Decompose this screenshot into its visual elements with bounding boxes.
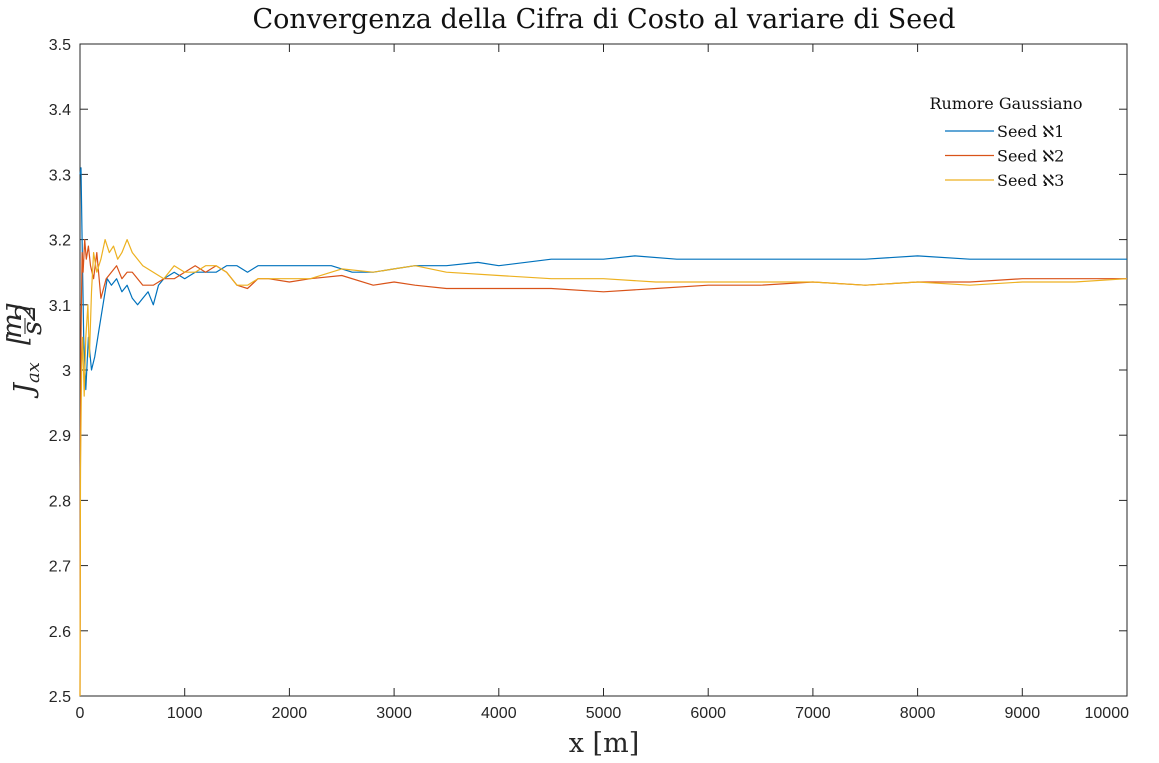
chart-title: Convergenza della Cifra di Costo al vari… [252, 4, 955, 35]
y-tick-label: 2.6 [49, 624, 71, 641]
y-tick-label: 2.8 [49, 493, 71, 510]
y-tick-label: 3.3 [49, 167, 71, 184]
y-tick-label: 2.7 [49, 559, 71, 576]
x-tick-label: 2000 [272, 705, 308, 722]
x-tick-label: 9000 [1005, 705, 1041, 722]
svg-text:]: ] [3, 303, 34, 315]
x-tick-label: 3000 [376, 705, 412, 722]
x-tick-label: 10000 [1085, 705, 1130, 722]
y-axis-label: Jax [ m s 2 ] [0, 303, 48, 399]
y-tick-label: 3 [62, 363, 71, 380]
legend-title: Rumore Gaussiano [930, 94, 1083, 113]
y-tick-label: 3.2 [49, 233, 71, 250]
x-tick-label: 6000 [690, 705, 726, 722]
x-tick-label: 1000 [167, 705, 203, 722]
x-tick-label: 5000 [586, 705, 622, 722]
legend-label-3: Seed ℵ3 [997, 171, 1064, 190]
series-line-3 [79, 239, 1128, 697]
x-tick-label: 0 [76, 705, 85, 722]
x-tick-label: 8000 [900, 705, 936, 722]
y-axis-subscript: ax [23, 362, 44, 383]
y-tick-label: 2.9 [49, 428, 71, 445]
svg-text:[: [ [3, 334, 34, 345]
y-axis-ticks: 2.5 2.6 2.7 2.8 2.9 3 3.1 3.2 3.3 3.4 3.5 [49, 37, 1127, 706]
y-tick-label: 2.5 [49, 689, 71, 706]
x-tick-label: 4000 [481, 705, 517, 722]
y-tick-label: 3.4 [49, 102, 71, 119]
y-axis-unit-num: m [0, 313, 28, 339]
legend: Rumore Gaussiano Seed ℵ1 Seed ℵ2 Seed ℵ3 [930, 94, 1083, 190]
plot-area [79, 43, 1128, 697]
y-tick-label: 3.5 [49, 37, 71, 54]
y-axis-symbol: J [9, 381, 40, 399]
y-axis-unit-exp: 2 [11, 304, 42, 322]
legend-label-1: Seed ℵ1 [997, 122, 1064, 141]
x-axis-ticks: 0 1000 2000 3000 4000 5000 6000 7000 8000 9000 100… [76, 44, 1130, 722]
y-axis-unit-den: s [17, 321, 48, 335]
x-tick-label: 7000 [795, 705, 831, 722]
svg-text:Jax: Jax [9, 362, 44, 399]
x-axis-label: x [m] [569, 728, 639, 759]
series-lines [79, 167, 1128, 697]
legend-label-2: Seed ℵ2 [997, 147, 1064, 166]
series-line-1 [79, 167, 1127, 391]
y-tick-label: 3.1 [49, 298, 71, 315]
